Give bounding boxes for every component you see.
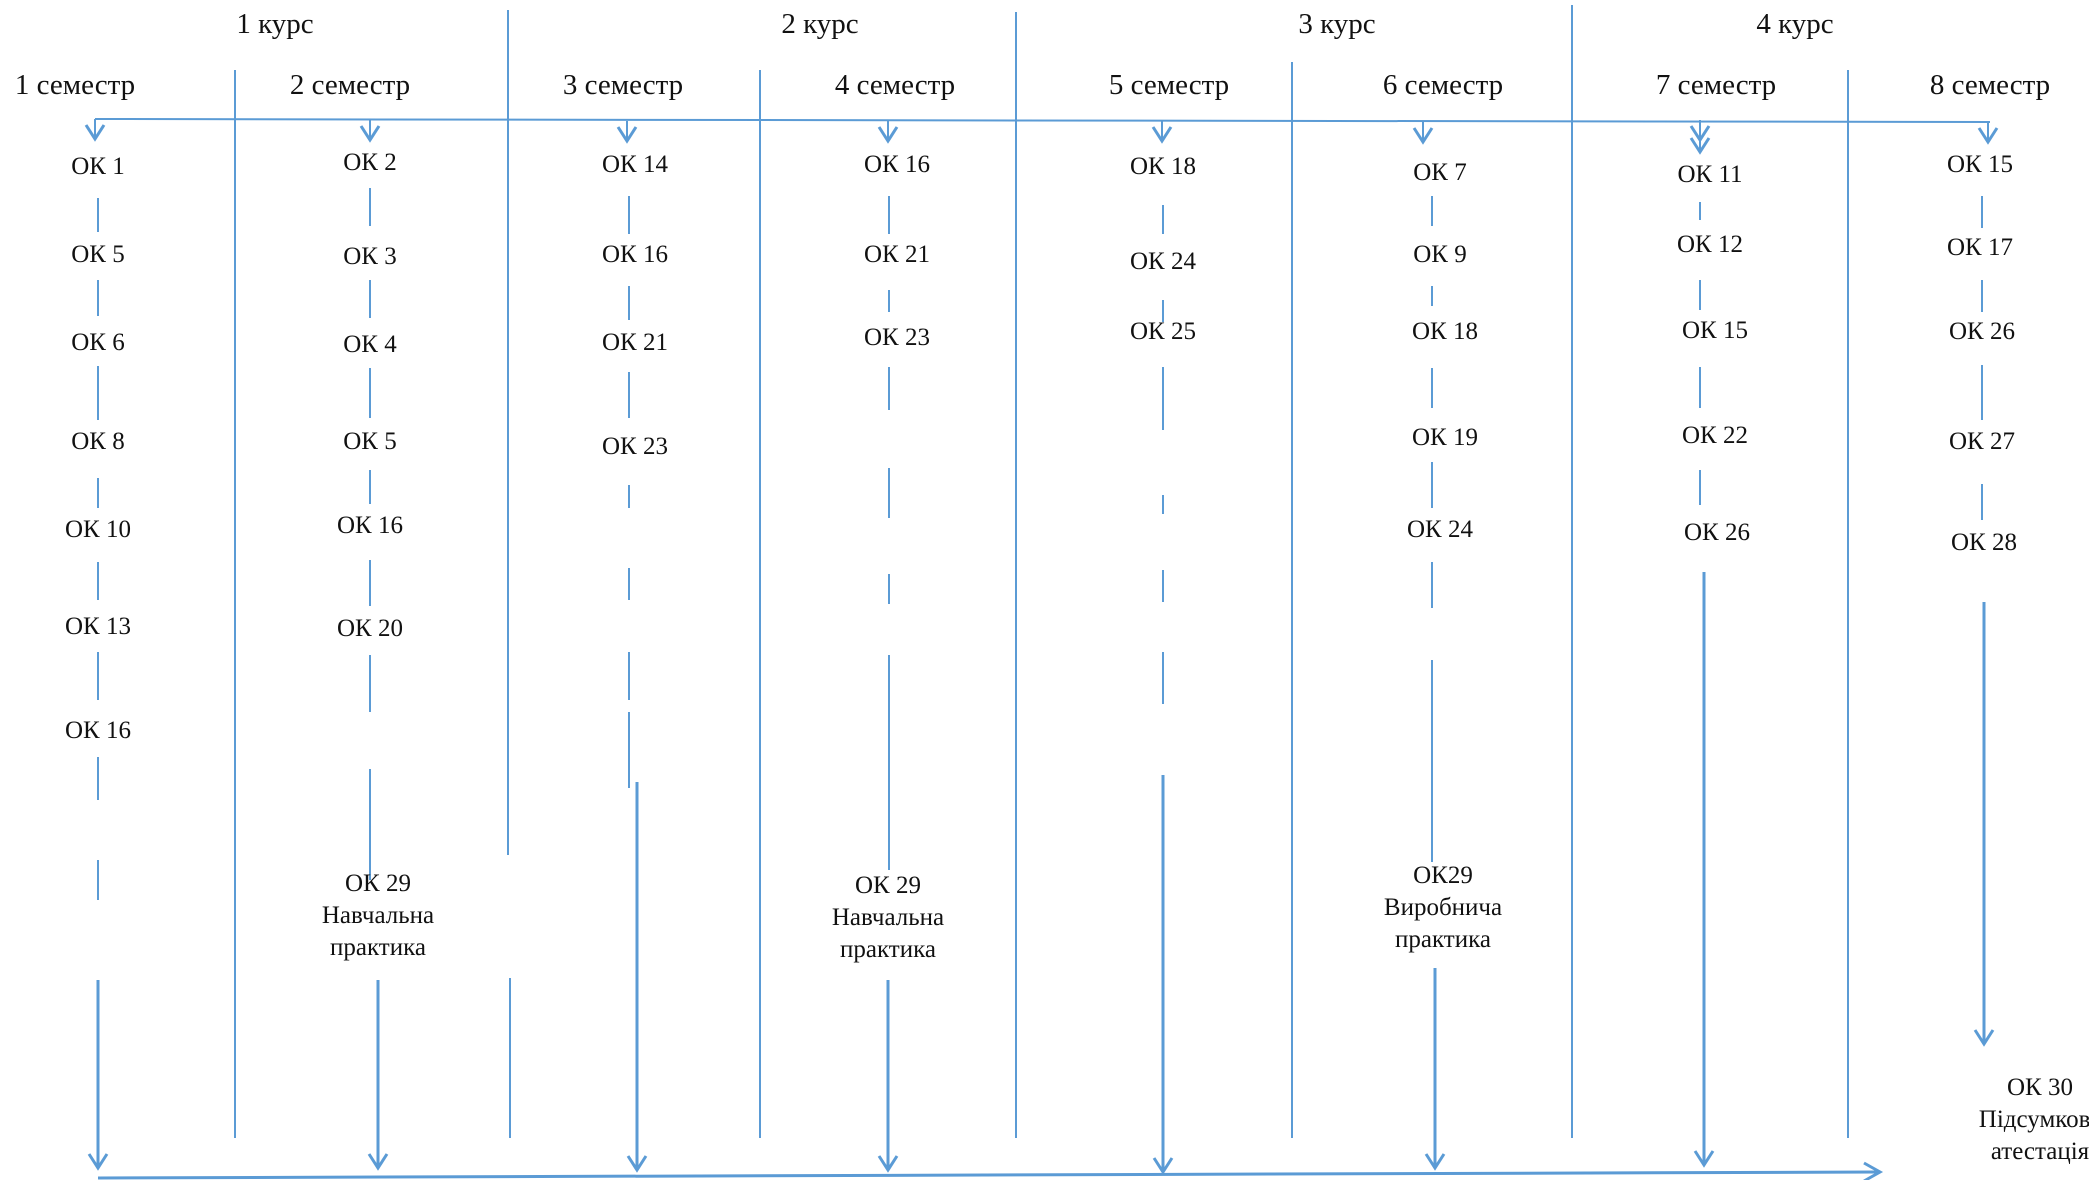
arrow-down-icon xyxy=(1693,1150,1715,1168)
course-item: ОК 10 xyxy=(65,516,131,543)
arrow-down-icon xyxy=(877,126,899,144)
course-item: ОК 18 xyxy=(1130,153,1196,180)
top-flow-line xyxy=(94,118,1991,123)
arrow-down-icon xyxy=(1424,1153,1446,1171)
course-header-2: 2 курс xyxy=(781,8,859,40)
semester-header-4: 4 семестр xyxy=(834,69,956,101)
course-item: ОК 16 xyxy=(337,512,403,539)
course-item: ОК 28 xyxy=(1951,529,2017,556)
course-item: ОК 2 xyxy=(343,149,397,176)
semester-header-8: 8 семестр xyxy=(1929,69,2051,101)
course-item: ОК 9 xyxy=(1413,241,1467,268)
arrow-down-icon xyxy=(1152,1157,1174,1175)
course-item: ОК 21 xyxy=(864,241,930,268)
arrow-down-icon xyxy=(1977,127,1999,145)
arrow-down-icon xyxy=(616,126,638,144)
semester-header-1: 1 семестр xyxy=(14,69,136,101)
course-item: ОК 19 xyxy=(1412,424,1478,451)
course-item: ОК 12 xyxy=(1677,231,1743,258)
course-item: ОК 15 xyxy=(1947,151,2013,178)
course-item: ОК 25 xyxy=(1130,318,1196,345)
course-item: ОК 13 xyxy=(65,613,131,640)
course-header-4: 4 курс xyxy=(1756,8,1834,40)
course-item: ОК 15 xyxy=(1682,317,1748,344)
course-item: ОК 7 xyxy=(1413,159,1467,186)
bottom-flow-line xyxy=(97,1170,1879,1180)
course-item: ОК 1 xyxy=(71,153,125,180)
course-item: ОК 16 xyxy=(864,151,930,178)
course-item: ОК 3 xyxy=(343,243,397,270)
course-item: ОК 5 xyxy=(71,241,125,268)
course-item: ОК 22 xyxy=(1682,422,1748,449)
course-item: ОК 5 xyxy=(343,428,397,455)
arrow-down-icon xyxy=(1412,127,1434,145)
arrow-right-icon xyxy=(1863,1161,1884,1180)
arrow-down-icon xyxy=(87,1153,109,1171)
course-item: ОК 8 xyxy=(71,428,125,455)
semester-header-6: 6 семестр xyxy=(1382,69,1504,101)
course-item: ОК 16 xyxy=(65,717,131,744)
arrow-down-icon xyxy=(1689,137,1711,155)
course-item: ОК 14 xyxy=(602,151,668,178)
arrow-down-icon xyxy=(367,1153,389,1171)
course-item: ОК 24 xyxy=(1130,248,1196,275)
course-item: ОК 24 xyxy=(1407,516,1473,543)
course-item: ОК 16 xyxy=(602,241,668,268)
arrow-down-icon xyxy=(1151,126,1173,144)
course-item: ОК 23 xyxy=(602,433,668,460)
course-item: ОК 27 xyxy=(1949,428,2015,455)
course-item: ОК 6 xyxy=(71,329,125,356)
final-attestation-label: ОК 30 Підсумкова атестація xyxy=(1978,1074,2089,1165)
course-item: ОК 4 xyxy=(343,331,397,358)
course-item: ОК 11 xyxy=(1677,161,1743,188)
semester-header-3: 3 семестр xyxy=(562,69,684,101)
semester-header-5: 5 семестр xyxy=(1108,69,1230,101)
course-item: ОК 18 xyxy=(1412,318,1478,345)
arrow-down-icon xyxy=(1973,1029,1995,1047)
arrow-down-icon xyxy=(84,124,106,142)
arrow-down-icon xyxy=(626,1155,648,1173)
course-item: ОК 26 xyxy=(1684,519,1750,546)
practice-label: ОК 29 Навчальна практика xyxy=(831,872,945,963)
course-item: ОК 20 xyxy=(337,615,403,642)
arrow-down-icon xyxy=(359,125,381,143)
arrow-down-icon xyxy=(877,1155,899,1173)
semester-header-7: 7 семестр xyxy=(1655,69,1777,101)
course-item: ОК 21 xyxy=(602,329,668,356)
practice-label: ОК29 Виробнича практика xyxy=(1383,862,1503,953)
course-item: ОК 23 xyxy=(864,324,930,351)
practice-label: ОК 29 Навчальна практика xyxy=(321,870,435,961)
course-header-3: 3 курс xyxy=(1298,8,1376,40)
semester-header-2: 2 семестр xyxy=(289,69,411,101)
course-item: ОК 26 xyxy=(1949,318,2015,345)
course-header-1: 1 курс xyxy=(236,8,314,40)
course-item: ОК 17 xyxy=(1947,234,2013,261)
